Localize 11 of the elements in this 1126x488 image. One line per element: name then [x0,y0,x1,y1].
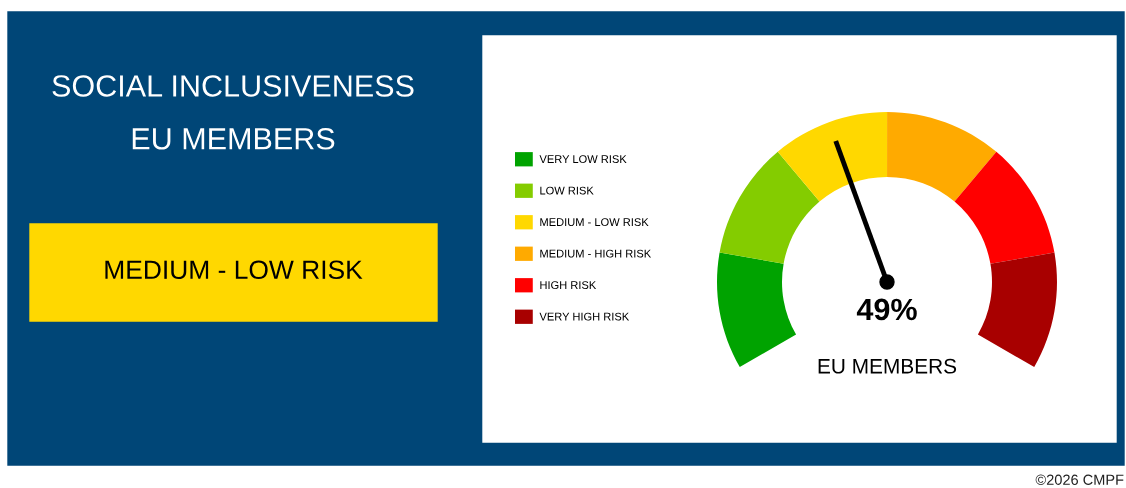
legend-label: VERY HIGH RISK [539,312,630,321]
legend-label: LOW RISK [540,186,594,195]
legend-label: MEDIUM - HIGH RISK [540,249,652,258]
legend-label: MEDIUM - LOW RISK [540,218,649,226]
legend-label: VERY LOW RISK [539,155,627,163]
text: EU MEMBERS [818,358,957,374]
text: ©2026 CMPF [1035,474,1124,485]
text: SOCIAL INCLUSIVENESS EU MEMBERS [52,75,414,150]
legend-label: HIGH RISK [540,281,597,289]
text: 49% [856,298,917,321]
text: MEDIUM - LOW RISK [105,260,363,280]
